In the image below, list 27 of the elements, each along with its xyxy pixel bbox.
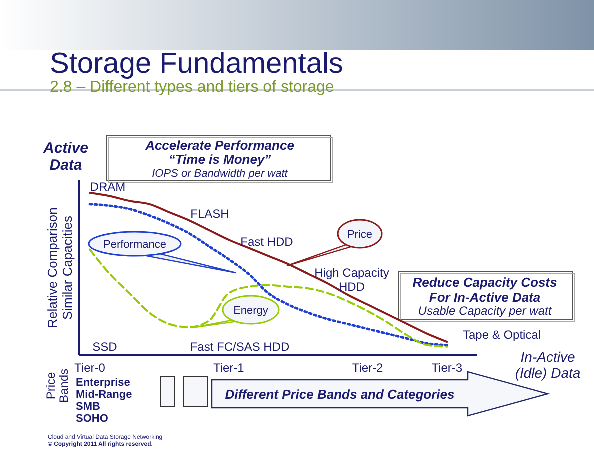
annotation: Fast HDD: [240, 235, 294, 249]
x-tick-label: Tier-3: [432, 361, 463, 375]
x-tick-label: Tier-0: [74, 361, 106, 375]
chart-title: Storage Fundamentals: [50, 48, 344, 80]
text: Price Bands: [44, 368, 71, 404]
text: Active Data: [42, 140, 89, 174]
annotation: SSD: [92, 340, 118, 354]
text: “Time is Money”: [168, 152, 272, 167]
text: In-Active (Idle) Data: [515, 349, 581, 381]
annotation: High Capacity HDD: [314, 266, 390, 294]
x-tick-label: Tier-2: [352, 361, 384, 375]
annotation: FLASH: [190, 207, 230, 221]
text: Accelerate Performance: [144, 138, 294, 153]
annotation: Usable Capacity per watt: [418, 304, 552, 318]
series-label: Performance: [104, 239, 166, 251]
annotation: Fast FC/SAS HDD: [190, 340, 290, 354]
annotation: Reduce Capacity Costs For In-Active Data: [412, 275, 558, 305]
annotation: DRAM: [90, 180, 126, 194]
text: Different Price Bands and Categories: [225, 387, 455, 402]
series-label: Energy: [234, 305, 269, 317]
text: IOPS or Bandwidth per watt: [152, 168, 289, 180]
chart-subtitle: 2.8 – Different types and tiers of storage: [50, 79, 334, 96]
annotation: Tape & Optical: [463, 328, 542, 342]
text: Price: [347, 229, 373, 241]
x-tick-label: Tier-1: [213, 361, 245, 375]
text: Enterprise Mid-Range SMB SOHO: [76, 377, 132, 425]
y-axis-title: Relative Comparison Similar Capacities: [45, 208, 75, 328]
